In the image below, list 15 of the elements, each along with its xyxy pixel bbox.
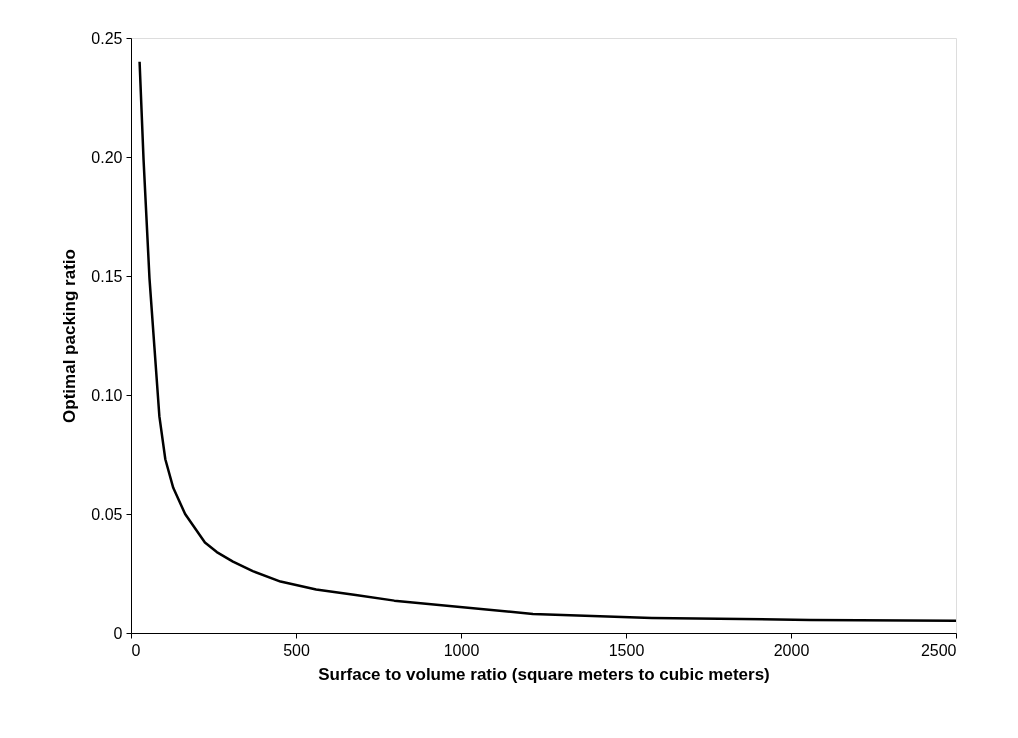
x-tick-label: 1500 (608, 641, 645, 659)
line-series (138, 60, 958, 623)
y-tick-label: 0.15 (91, 267, 123, 285)
y-tick-label: 0 (113, 624, 123, 642)
y-tick-label: 0.10 (91, 386, 123, 404)
x-tick-label: 0 (131, 641, 141, 659)
x-tick-label: 500 (283, 641, 310, 659)
y-tick-label: 0.20 (91, 148, 123, 166)
x-tick-label: 2500 (920, 641, 957, 659)
x-axis-title: Surface to volume ratio (square meters to cubic meters) (318, 664, 770, 684)
y-axis-title: Optimal packing ratio (60, 249, 80, 423)
y-tick-label: 0.25 (91, 29, 123, 47)
x-tick-label: 2000 (773, 641, 810, 659)
x-tick-label: 1000 (443, 641, 480, 659)
y-tick-label: 0.05 (91, 505, 123, 523)
